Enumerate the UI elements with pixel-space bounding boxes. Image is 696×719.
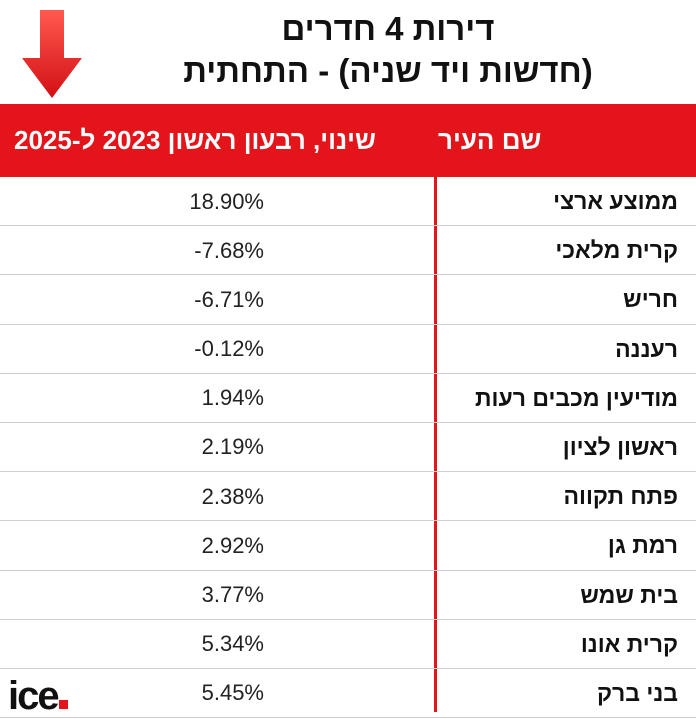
table-row: בני ברק 5.45% — [0, 669, 696, 719]
title-area: דירות 4 חדרים (חדשות ויד שניה) - התחתית — [0, 0, 696, 104]
change-cell: 3.77% — [201, 582, 264, 607]
table-row: קרית אונו 5.34% — [0, 620, 696, 669]
change-cell: -7.68% — [194, 237, 264, 263]
page-title: דירות 4 חדרים — [281, 10, 495, 47]
table-header: שם העיר שינוי, רבעון ראשון 2023 ל-2025 — [0, 104, 696, 177]
table-row: בית שמש 3.77% — [0, 571, 696, 620]
arrow-down-icon — [22, 10, 82, 98]
change-cell: 5.34% — [201, 631, 264, 657]
change-cell: -6.71% — [194, 286, 264, 312]
column-divider — [434, 104, 437, 712]
page-subtitle: (חדשות ויד שניה) - התחתית — [183, 52, 593, 89]
change-cell: 2.38% — [201, 483, 264, 509]
table-body: ממוצע ארצי 18.90% קרית מלאכי -7.68% חריש -6.7… — [0, 177, 696, 719]
city-cell: ראשון לציון — [562, 433, 678, 460]
table-row: חריש -6.71% — [0, 275, 696, 325]
city-cell: קרית אונו — [580, 630, 678, 657]
change-cell: 5.45% — [201, 680, 264, 706]
change-cell: 18.90% — [189, 188, 264, 214]
change-cell: -0.12% — [194, 336, 264, 362]
city-cell: רמת גן — [607, 532, 678, 559]
change-cell: 2.92% — [201, 532, 264, 558]
city-cell: בני ברק — [597, 679, 678, 706]
header-change: שינוי, רבעון ראשון 2023 ל-2025 — [14, 125, 376, 155]
city-cell: חריש — [623, 286, 678, 313]
table-row: פתח תקווה 2.38% — [0, 472, 696, 522]
city-cell: רעננה — [615, 335, 678, 362]
table-row: רעננה -0.12% — [0, 325, 696, 374]
ice-logo: ice — [8, 676, 68, 716]
table-row: מודיעין מכבים רעות 1.94% — [0, 374, 696, 423]
table-row: קרית מלאכי -7.68% — [0, 226, 696, 276]
table-row: ראשון לציון 2.19% — [0, 423, 696, 473]
city-cell: מודיעין מכבים רעות — [475, 384, 678, 411]
header-city: שם העיר — [438, 125, 542, 155]
city-cell: פתח תקווה — [563, 483, 678, 510]
change-cell: 2.19% — [201, 434, 264, 460]
table-row: ממוצע ארצי 18.90% — [0, 177, 696, 227]
table-row: רמת גן 2.92% — [0, 521, 696, 571]
city-cell: ממוצע ארצי — [553, 188, 678, 214]
city-cell: בית שמש — [580, 581, 678, 608]
change-cell: 1.94% — [201, 385, 264, 411]
city-cell: קרית מלאכי — [555, 237, 678, 264]
